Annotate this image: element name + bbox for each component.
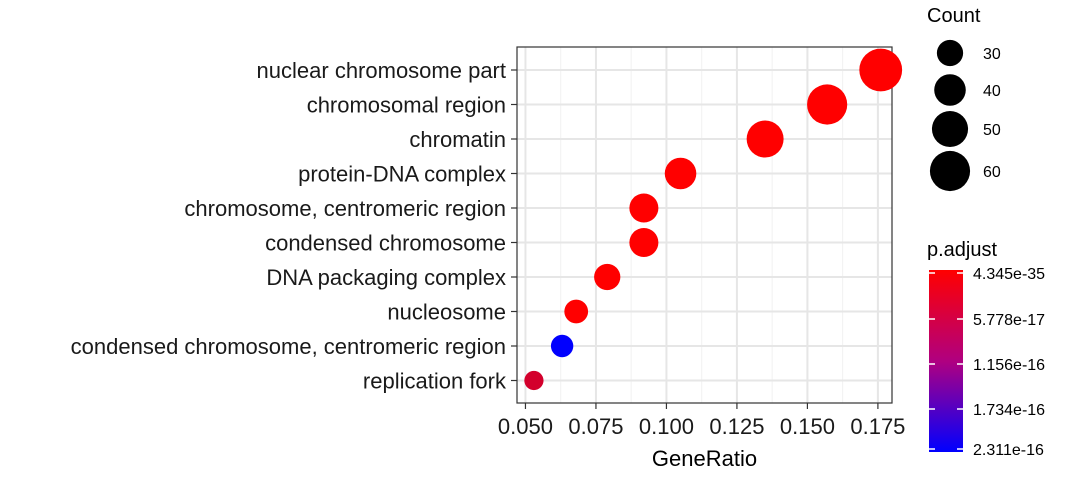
data-point [524,370,544,391]
count-legend-label: 50 [983,122,1001,139]
y-category-label: nuclear chromosome part [257,58,506,83]
y-category-label: DNA packaging complex [266,265,506,290]
count-legend: Count 30 40 50 60 [927,5,1001,192]
x-tick-label: 0.075 [568,414,623,439]
y-category-label: condensed chromosome [265,231,506,256]
p-adjust-legend-label: 2.311e-16 [973,442,1044,459]
data-point [859,48,903,92]
y-category-label: protein-DNA complex [298,162,506,187]
data-point [664,157,697,190]
y-category-label: chromosomal region [307,93,506,118]
y-category-label: nucleosome [387,300,506,325]
count-legend-key [934,74,966,106]
p-adjust-legend-label: 1.734e-16 [973,402,1045,419]
plot-panel [516,46,893,404]
count-legend-key [929,150,971,192]
x-tick-label: 0.125 [709,414,764,439]
data-point [594,263,621,291]
count-legend-label: 60 [983,164,1001,181]
x-tick-label: 0.050 [498,414,553,439]
x-tick-label: 0.150 [780,414,835,439]
x-axis-ticks: 0.050 0.075 0.100 0.125 0.150 0.175 [498,403,905,439]
data-points [524,48,903,391]
p-adjust-legend-title: p.adjust [927,239,997,261]
x-tick-label: 0.100 [639,414,694,439]
data-point [564,299,589,324]
count-legend-title: Count [927,5,981,27]
data-point [550,334,574,358]
p-adjust-legend-label: 1.156e-16 [973,357,1045,374]
p-adjust-colorbar [929,270,963,452]
count-legend-key [931,110,969,148]
data-point [807,84,848,125]
y-category-label: condensed chromosome, centromeric region [71,334,506,359]
x-tick-label: 0.175 [850,414,905,439]
p-adjust-legend: p.adjust 4.345e-35 5.778e-17 1.156e-16 1.734… [927,239,1045,459]
data-point [629,193,659,223]
p-adjust-legend-label: 5.778e-17 [973,312,1045,329]
x-axis-label: GeneRatio [652,446,757,471]
count-legend-label: 30 [983,46,1001,63]
y-category-label: chromatin [409,127,506,152]
y-axis-labels: nuclear chromosome part chromosomal regio… [71,58,517,394]
data-point [629,227,659,258]
p-adjust-legend-label: 4.345e-35 [973,266,1045,283]
count-legend-key [936,39,964,67]
y-category-label: chromosome, centromeric region [184,196,506,221]
count-legend-label: 40 [983,83,1001,100]
y-category-label: replication fork [363,369,507,394]
data-point [746,120,784,158]
